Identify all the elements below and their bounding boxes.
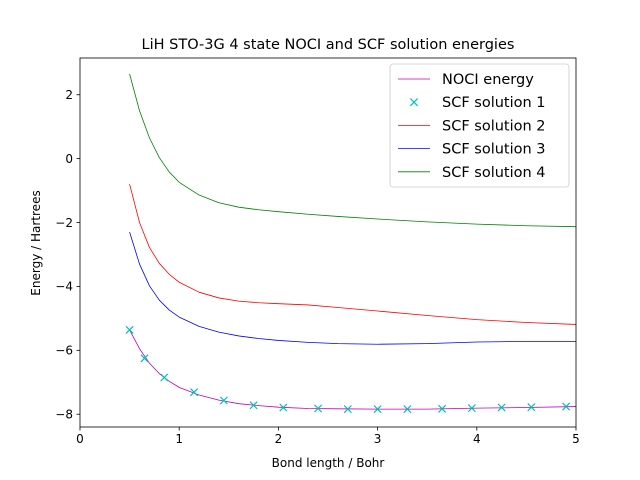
data-point-x-marker: [125, 325, 134, 334]
series-line-3: [129, 184, 576, 325]
x-tick-label: 0: [76, 432, 84, 446]
data-point-x-marker: [497, 403, 506, 412]
data-point-x-marker: [562, 402, 571, 411]
x-tick-label: 5: [572, 432, 580, 446]
series-line-5: [129, 73, 576, 228]
data-point-x-marker: [314, 404, 323, 413]
axes-layer: 0 1 2 3 4 5 −8 −6 −4 −2 0 2: [55, 57, 580, 446]
x-tick-label: 2: [275, 432, 283, 446]
data-point-x-marker: [140, 354, 149, 363]
legend: NOCI energy SCF solution 1 SCF solution 2 S…: [389, 63, 570, 188]
data-point-x-marker: [279, 403, 288, 412]
legend-entry-label: SCF solution 1: [442, 95, 546, 111]
data-point-x-marker: [467, 404, 476, 413]
y-tick-label: 2: [65, 88, 73, 102]
y-tick-label: −4: [55, 280, 73, 294]
data-point-x-marker: [343, 405, 352, 414]
legend-entry-label: SCF solution 3: [442, 142, 546, 158]
x-tick-label: 3: [374, 432, 382, 446]
data-point-x-marker: [438, 404, 447, 413]
x-tick-label: 4: [473, 432, 481, 446]
chart-title: LiH STO-3G 4 state NOCI and SCF solution…: [142, 37, 515, 53]
series-line-4: [129, 232, 576, 345]
data-point-x-marker: [190, 388, 199, 397]
series-line-1: [129, 329, 576, 410]
data-point-x-marker: [403, 405, 412, 414]
data-point-x-marker: [219, 396, 228, 405]
y-tick-label: −6: [55, 344, 73, 358]
series-layer: [125, 73, 576, 414]
series-markers-2: [125, 325, 571, 414]
legend-swatch-x-marker: [409, 98, 419, 107]
data-point-x-marker: [160, 373, 169, 382]
x-axis-label: Bond length / Bohr: [272, 456, 385, 470]
y-tick-label: −2: [55, 216, 73, 230]
plot-frame: [79, 57, 577, 428]
data-point-x-marker: [249, 401, 258, 410]
data-point-x-marker: [527, 403, 536, 412]
y-axis-label: Energy / Hartrees: [29, 190, 43, 295]
legend-entry-label: SCF solution 4: [442, 165, 546, 181]
legend-entry-label: NOCI energy: [442, 72, 534, 88]
legend-entry-label: SCF solution 2: [442, 118, 546, 134]
y-tick-label: −8: [55, 408, 73, 422]
legend-frame: [389, 63, 570, 188]
x-tick-label: 1: [175, 432, 183, 446]
data-point-x-marker: [373, 405, 382, 414]
y-tick-label: 0: [65, 152, 73, 166]
